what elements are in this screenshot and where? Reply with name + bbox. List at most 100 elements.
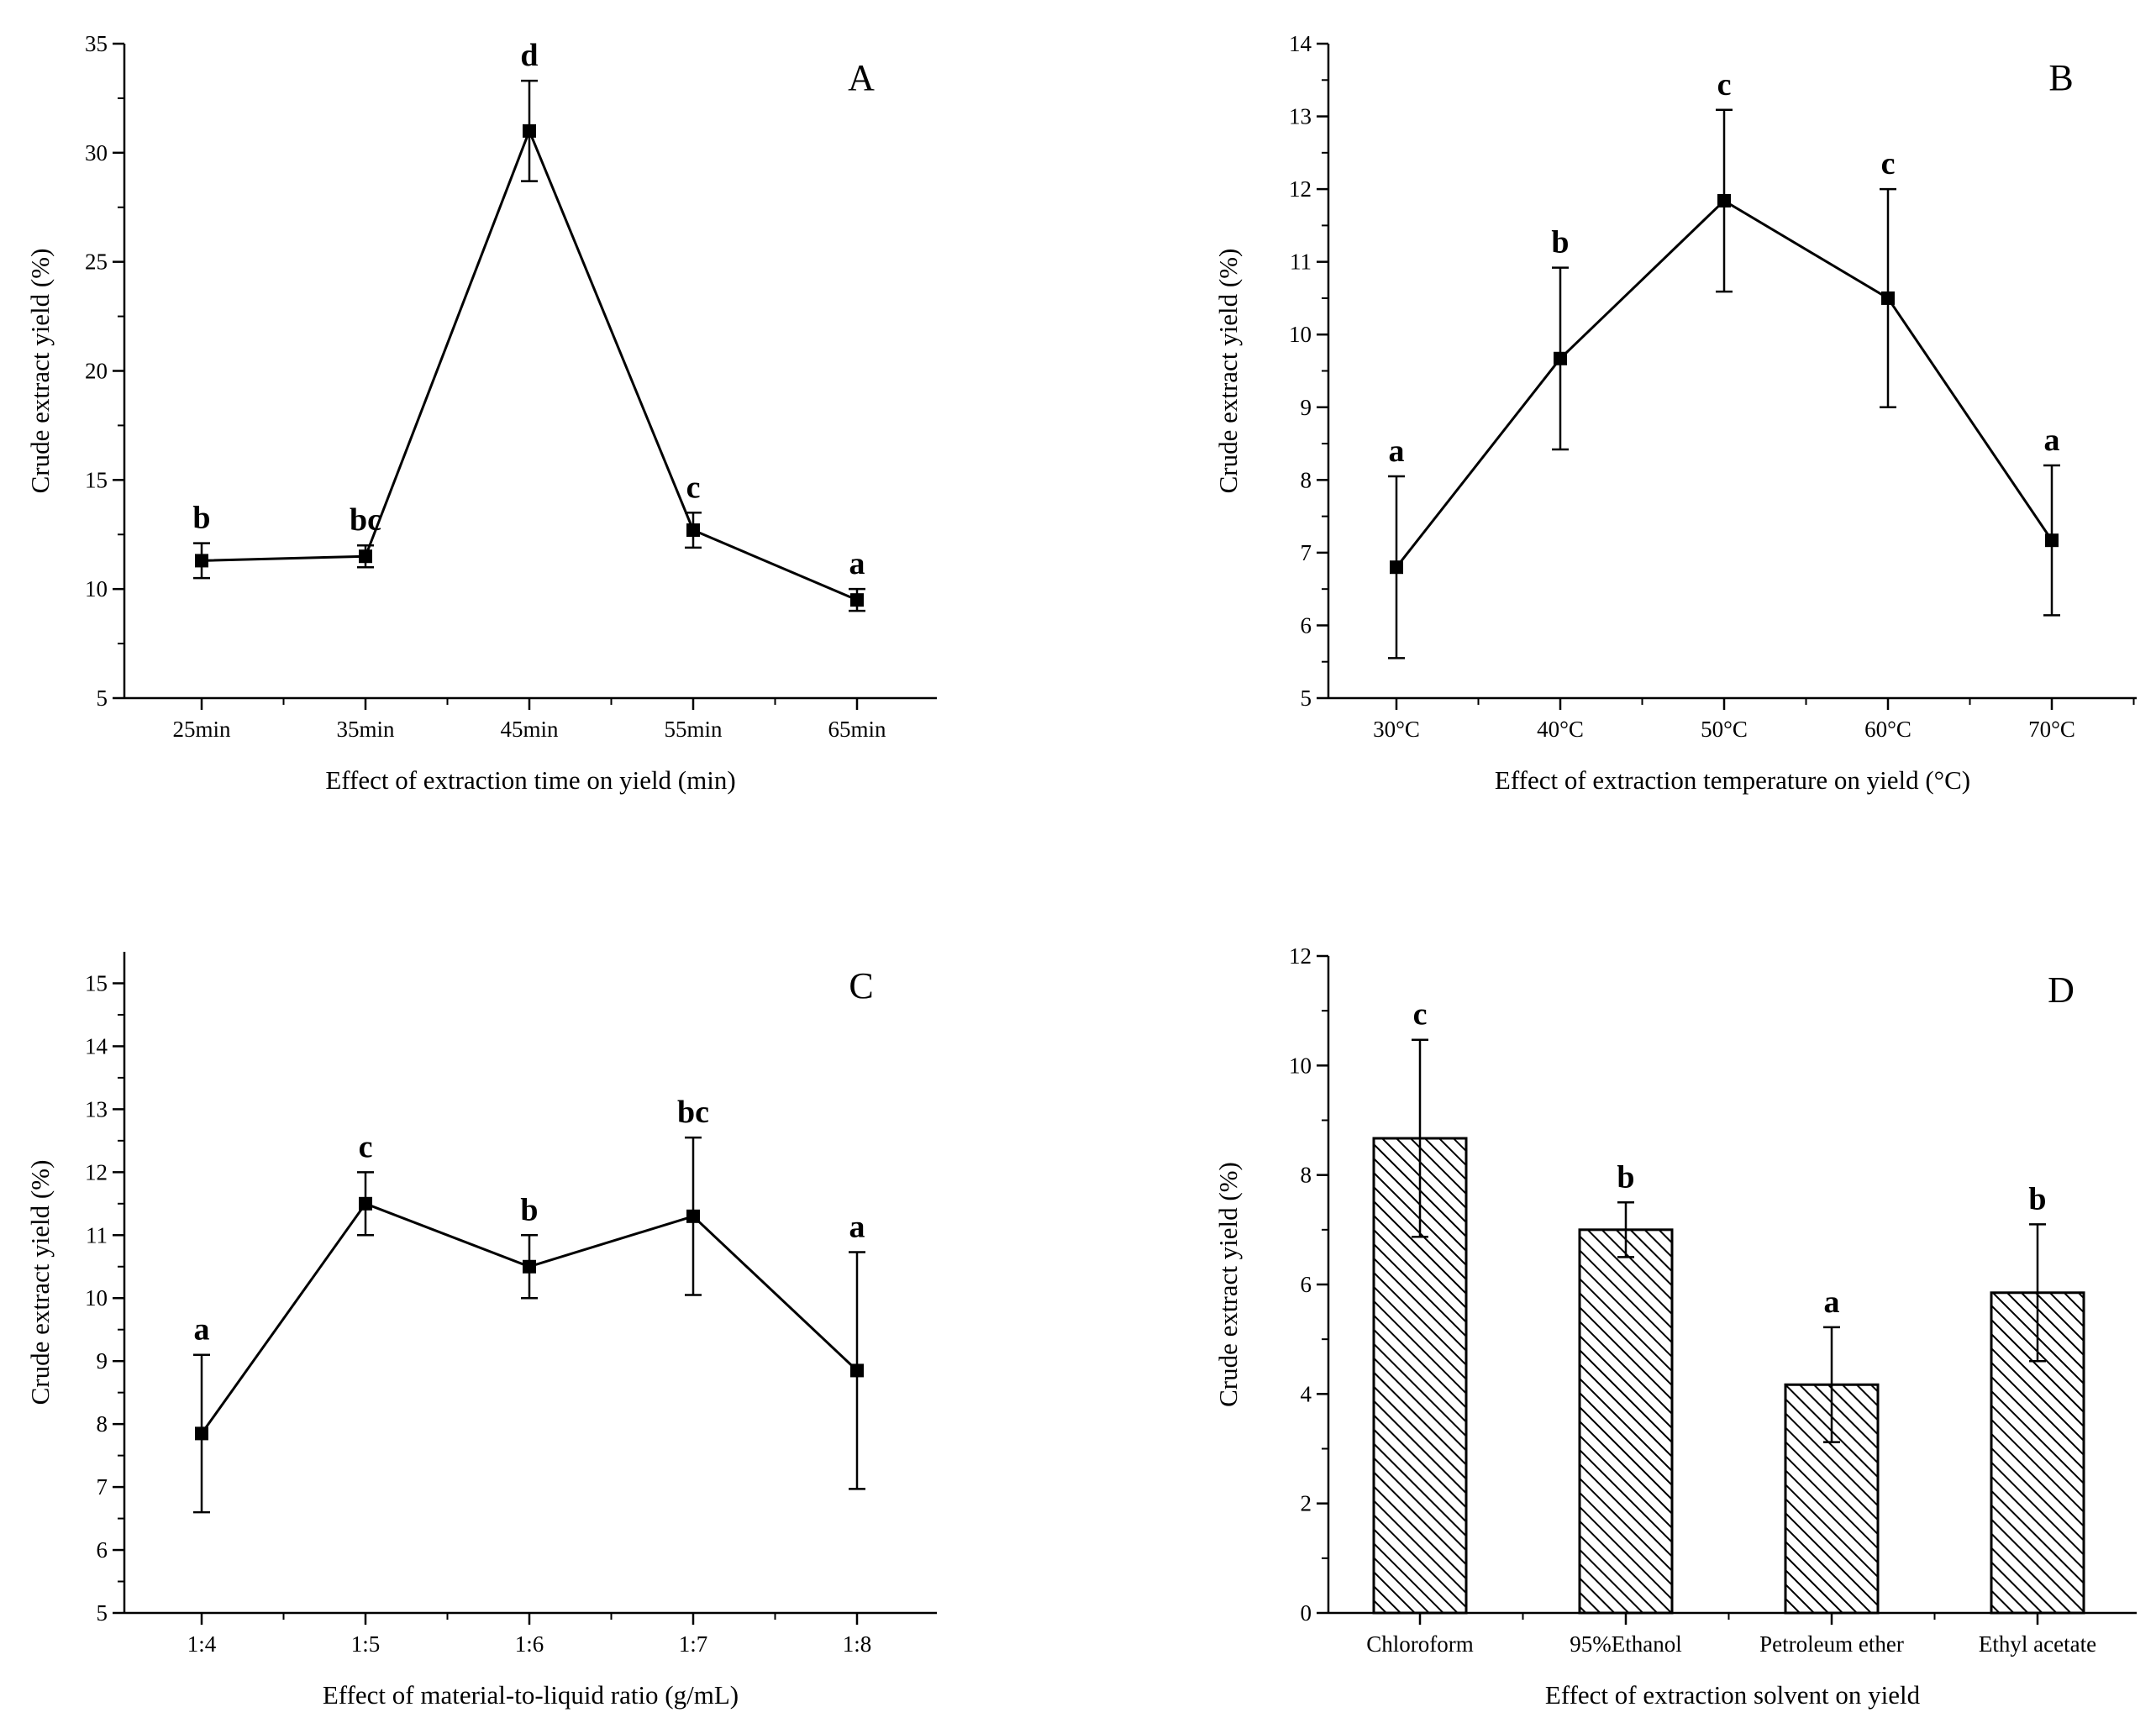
- data-point: [1390, 560, 1403, 575]
- y-tick-label: 10: [85, 576, 108, 601]
- significance-label: b: [1617, 1159, 1634, 1195]
- significance-label: a: [2044, 423, 2060, 458]
- data-point: [686, 523, 700, 538]
- data-point: [850, 1363, 864, 1378]
- x-tick-label: 25min: [172, 717, 231, 742]
- y-tick-label: 11: [86, 1222, 108, 1248]
- y-tick-label: 20: [85, 359, 108, 384]
- data-point: [686, 1209, 700, 1223]
- data-point: [523, 123, 536, 138]
- x-tick-label: 30°C: [1373, 717, 1420, 742]
- panel-letter: A: [848, 57, 875, 98]
- data-point: [195, 1426, 208, 1441]
- y-tick-label: 7: [1301, 540, 1312, 565]
- significance-label: c: [1881, 146, 1896, 181]
- y-tick-label: 7: [97, 1474, 108, 1500]
- x-tick-label: 40°C: [1537, 717, 1584, 742]
- y-tick-label: 8: [97, 1411, 108, 1437]
- y-tick-label: 12: [1289, 943, 1312, 969]
- x-tick-label: 60°C: [1864, 717, 1911, 742]
- significance-label: a: [849, 546, 865, 581]
- x-tick-label: 55min: [664, 717, 723, 742]
- y-tick-label: 35: [85, 31, 108, 56]
- y-tick-label: 30: [85, 140, 108, 165]
- y-tick-label: 15: [85, 970, 108, 995]
- x-axis-title: Effect of extraction time on yield (min): [325, 765, 735, 795]
- significance-label: b: [520, 1192, 538, 1227]
- x-tick-label: 70°C: [2028, 717, 2075, 742]
- y-tick-label: 14: [85, 1033, 108, 1058]
- y-tick-label: 8: [1301, 1163, 1312, 1188]
- data-point: [1554, 351, 1567, 365]
- y-tick-label: 10: [1289, 322, 1312, 347]
- x-tick-label: Petroleum ether: [1759, 1631, 1904, 1657]
- panel-b: 5 6 7 8 9 10 11 12 13 14 30°C 40°C 50°C 60°C 70°C Effec…: [1213, 31, 2137, 795]
- y-tick-label: 25: [85, 250, 108, 275]
- significance-label: a: [849, 1210, 865, 1245]
- data-point: [359, 1196, 372, 1211]
- y-tick-label: 8: [1301, 467, 1312, 492]
- x-tick-label: 35min: [336, 717, 395, 742]
- y-tick-label: 5: [1301, 686, 1312, 711]
- data-point: [195, 554, 208, 568]
- y-tick-label: 5: [97, 1600, 108, 1626]
- x-tick-label: 95%Ethanol: [1570, 1631, 1681, 1657]
- significance-label: c: [359, 1129, 373, 1164]
- y-tick-label: 10: [85, 1285, 108, 1311]
- x-tick-label: 1:4: [187, 1631, 217, 1657]
- y-tick-label: 6: [97, 1537, 108, 1563]
- x-axis-title: Effect of extraction solvent on yield: [1545, 1680, 1921, 1710]
- data-point: [1881, 291, 1895, 305]
- y-tick-label: 15: [85, 467, 108, 492]
- significance-label: b: [1551, 225, 1569, 260]
- y-tick-label: 9: [97, 1348, 108, 1374]
- data-point: [850, 593, 864, 607]
- y-tick-label: 12: [85, 1159, 108, 1185]
- panel-letter: D: [2048, 969, 2074, 1011]
- significance-label: c: [1717, 67, 1732, 102]
- x-tick-label: Chloroform: [1366, 1631, 1474, 1657]
- panel-a: 5 10 15 20 25 30 35 25min 35min 45min 55min 65min Ef…: [25, 31, 937, 795]
- significance-label: a: [194, 1312, 210, 1347]
- significance-label: bc: [350, 502, 381, 538]
- x-tick-label: 65min: [828, 717, 886, 742]
- panel-d: 0 2 4 6 8 10 12 Chloroform 95%Ethanol Petroleum e…: [1213, 943, 2137, 1710]
- y-tick-label: 0: [1301, 1600, 1312, 1626]
- y-tick-label: 14: [1289, 31, 1312, 56]
- bar: [1578, 1228, 1674, 1615]
- significance-label: bc: [677, 1095, 709, 1130]
- x-tick-label: 50°C: [1701, 717, 1748, 742]
- significance-label: a: [1824, 1284, 1840, 1320]
- significance-label: d: [520, 38, 538, 73]
- data-point: [523, 1259, 536, 1274]
- data-point: [359, 549, 372, 564]
- data-point: [2045, 533, 2059, 548]
- y-axis-title: Crude extract yield (%): [1213, 249, 1243, 494]
- data-point: [1717, 193, 1731, 207]
- x-axis-title: Effect of material-to-liquid ratio (g/mL…: [323, 1680, 739, 1710]
- y-tick-label: 11: [1290, 250, 1312, 275]
- x-tick-label: 45min: [500, 717, 559, 742]
- x-tick-label: 1:5: [351, 1631, 381, 1657]
- panel-letter: C: [849, 965, 873, 1006]
- x-axis-title: Effect of extraction temperature on yiel…: [1495, 765, 1970, 795]
- y-axis-title: Crude extract yield (%): [25, 1160, 55, 1405]
- x-tick-label: 1:7: [679, 1631, 708, 1657]
- significance-label: b: [2028, 1181, 2046, 1216]
- y-tick-label: 13: [1289, 104, 1312, 129]
- y-tick-label: 13: [85, 1096, 108, 1122]
- x-tick-label: 1:6: [515, 1631, 544, 1657]
- y-tick-label: 6: [1301, 1272, 1312, 1297]
- y-tick-label: 10: [1289, 1053, 1312, 1078]
- y-axis-title: Crude extract yield (%): [25, 249, 55, 494]
- y-tick-label: 4: [1301, 1381, 1312, 1406]
- y-axis-title: Crude extract yield (%): [1213, 1162, 1243, 1407]
- panel-letter: B: [2048, 57, 2073, 98]
- significance-label: b: [192, 501, 210, 536]
- series-line: [201, 127, 858, 601]
- panel-c: 5 6 7 8 9 10 11 12 13 14 15 1:4 1:5 1:6 1:7 1:8 Effect o…: [25, 952, 937, 1710]
- x-tick-label: 1:8: [843, 1631, 872, 1657]
- y-tick-label: 9: [1301, 395, 1312, 420]
- y-tick-label: 2: [1301, 1491, 1312, 1516]
